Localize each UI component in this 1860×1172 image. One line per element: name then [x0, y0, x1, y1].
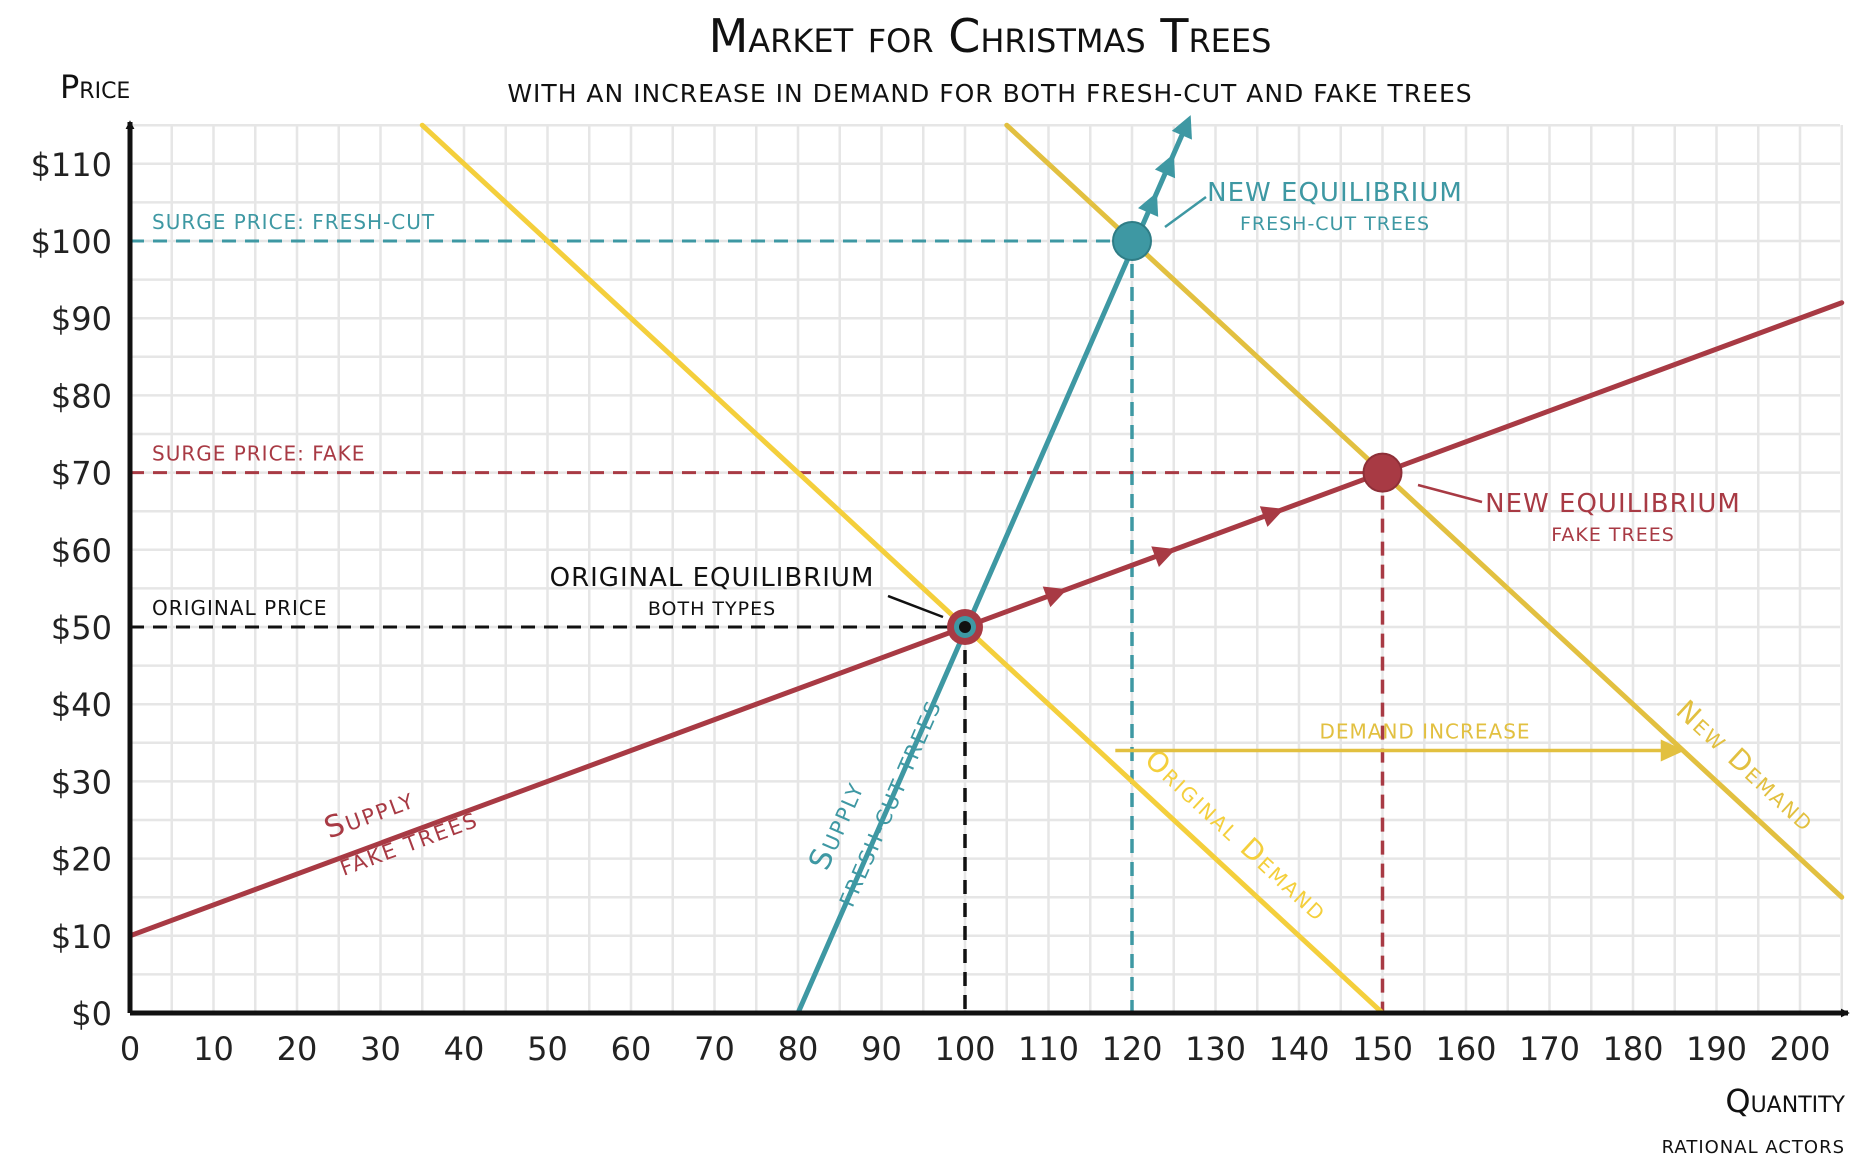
x-tick-label: 50 — [527, 1030, 568, 1068]
x-tick-label: 70 — [694, 1030, 735, 1068]
x-tick-label: 40 — [444, 1030, 485, 1068]
x-axis-title: Quantity — [1725, 1082, 1845, 1120]
original-equilibrium-point-core — [959, 621, 971, 633]
y-tick-label: $30 — [51, 763, 112, 801]
new-equilibrium-fresh-sublabel: FRESH-CUT TREES — [1240, 213, 1430, 235]
fake-supply-direction-arrow — [1042, 586, 1068, 608]
y-tick-label: $70 — [51, 455, 112, 493]
reference-line-label: ORIGINAL PRICE — [152, 596, 328, 620]
original-equilibrium-callout — [887, 594, 944, 619]
y-tick-label: $110 — [31, 146, 112, 184]
new-equilibrium-fake-label: NEW EQUILIBRIUM — [1485, 489, 1741, 519]
y-tick-label: $50 — [51, 609, 112, 647]
x-tick-label: 0 — [120, 1030, 140, 1068]
y-tick-label: $40 — [51, 686, 112, 724]
x-tick-label: 170 — [1519, 1030, 1580, 1068]
curves — [127, 115, 1845, 1016]
x-tick-label: 180 — [1602, 1030, 1663, 1068]
x-tick-label: 140 — [1268, 1030, 1329, 1068]
chart-subtitle: WITH AN INCREASE IN DEMAND FOR BOTH FRES… — [507, 79, 1472, 108]
x-tick-label: 110 — [1018, 1030, 1079, 1068]
new-equilibrium-fresh-label: NEW EQUILIBRIUM — [1207, 178, 1463, 208]
annotations: DEMAND INCREASE — [1115, 720, 1685, 762]
y-tick-label: $90 — [51, 300, 112, 338]
y-tick-label: $10 — [51, 918, 112, 956]
new-equilibrium-fake-callout — [1417, 483, 1483, 504]
equilibrium-points: ORIGINAL EQUILIBRIUM BOTH TYPES NEW EQUILI… — [550, 178, 1741, 645]
x-tick-label: 190 — [1686, 1030, 1747, 1068]
x-tick-label: 120 — [1101, 1030, 1162, 1068]
x-tick-label: 130 — [1185, 1030, 1246, 1068]
new-equilibrium-fresh-callout — [1164, 195, 1207, 229]
x-tick-label: 100 — [934, 1030, 995, 1068]
x-tick-label: 20 — [277, 1030, 318, 1068]
credit-text: RATIONAL ACTORS — [1662, 1137, 1845, 1158]
fresh-supply-direction-arrow — [1171, 115, 1192, 140]
demand-increase-label: DEMAND INCREASE — [1319, 720, 1530, 744]
chart-title: Market for Christmas Trees — [709, 9, 1272, 63]
reference-line-label: SURGE PRICE: FRESH-CUT — [152, 210, 435, 234]
x-tick-label: 200 — [1769, 1030, 1830, 1068]
fresh-supply-direction-arrow — [1154, 153, 1176, 179]
x-tick-label: 160 — [1435, 1030, 1496, 1068]
original-equilibrium-label: ORIGINAL EQUILIBRIUM — [550, 563, 875, 593]
y-tick-label: $80 — [51, 377, 112, 415]
y-tick-label: $20 — [51, 841, 112, 879]
curve-original_demand — [419, 122, 1385, 1016]
fake-supply-direction-arrow — [1259, 506, 1285, 527]
x-tick-label: 10 — [193, 1030, 234, 1068]
tick-labels: 0 10 20 30 40 50 60 70 80 90 100 110 120 130 140 150 160… — [31, 146, 1831, 1068]
demand-increase-arrow-head — [1660, 739, 1685, 762]
fresh-supply-direction-arrow — [1138, 192, 1159, 217]
x-tick-label: 150 — [1352, 1030, 1413, 1068]
original-equilibrium-sublabel: BOTH TYPES — [648, 598, 776, 620]
y-axis-title: Price — [60, 68, 130, 106]
reference-lines: SURGE PRICE: FRESH-CUT SURGE PRICE: FAKE O… — [130, 210, 1385, 1013]
grid — [128, 123, 1843, 1015]
new-equilibrium-fake-point — [1362, 452, 1403, 493]
original-demand-label: Original Demand — [1139, 743, 1336, 928]
y-tick-label: $0 — [71, 995, 112, 1033]
curve-supply_fresh — [795, 122, 1189, 1016]
axes — [125, 120, 1850, 1018]
x-tick-label: 90 — [861, 1030, 902, 1068]
new-equilibrium-fresh-point — [1112, 221, 1152, 261]
y-tick-label: $60 — [51, 532, 112, 570]
x-tick-label: 80 — [778, 1030, 819, 1068]
x-tick-label: 60 — [611, 1030, 652, 1068]
x-tick-label: 30 — [360, 1030, 401, 1068]
reference-line-label: SURGE PRICE: FAKE — [152, 442, 365, 466]
curve-supply_fake — [127, 300, 1845, 939]
y-tick-label: $100 — [31, 223, 112, 261]
fake-supply-direction-arrow — [1151, 546, 1176, 568]
new-equilibrium-fake-sublabel: FAKE TREES — [1551, 524, 1675, 546]
